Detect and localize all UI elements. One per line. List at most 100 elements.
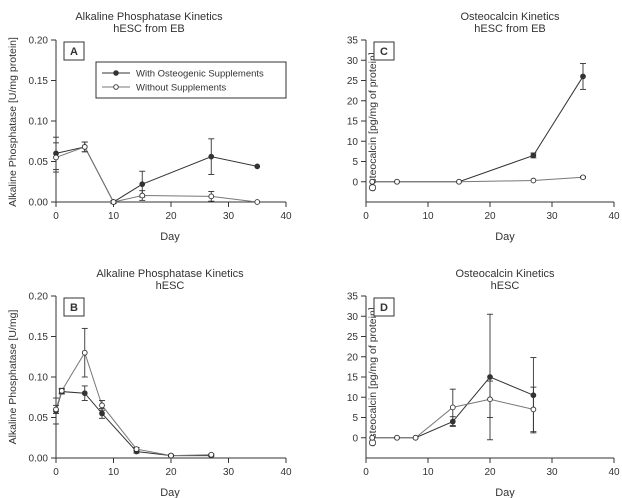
data-point (487, 396, 493, 403)
x-tick-label: 30 (223, 211, 235, 222)
data-point (530, 152, 537, 159)
data-point (139, 181, 146, 188)
y-tick-label: 0.20 (29, 36, 49, 47)
panel-label-box (63, 41, 85, 61)
x-tick-label: 10 (422, 467, 434, 478)
data-point (456, 178, 462, 185)
data-point (53, 406, 59, 413)
data-point (81, 349, 88, 356)
y-tick-label: 5 (352, 413, 358, 424)
chart-title: Alkaline Phosphatase Kinetics (96, 268, 244, 280)
data-point (58, 387, 65, 394)
y-tick-label: 25 (347, 76, 359, 87)
y-tick-label: 0.05 (29, 157, 49, 168)
y-tick-label: 0.05 (29, 413, 49, 424)
y-tick-label: 20 (347, 96, 359, 107)
series-line (55, 351, 212, 457)
data-point (208, 193, 215, 200)
y-tick-label: 20 (347, 352, 359, 363)
legend-entry: Without Supplements (136, 83, 227, 94)
legend-marker (113, 84, 119, 90)
y-tick-label: 0.15 (29, 76, 49, 87)
x-tick-label: 0 (363, 211, 369, 222)
series-line (372, 176, 584, 183)
data-point (254, 163, 261, 170)
data-point (394, 434, 400, 441)
x-tick-label: 40 (608, 211, 620, 222)
data-point (394, 178, 400, 185)
series-line (372, 76, 584, 183)
x-axis-label: Day (160, 231, 180, 243)
data-point (168, 452, 174, 459)
data-point (487, 374, 493, 380)
data-point (208, 153, 215, 160)
x-tick-label: 0 (363, 467, 369, 478)
chart-subtitle: hESC (491, 280, 520, 292)
series-line (55, 146, 258, 203)
x-tick-label: 0 (53, 467, 59, 478)
y-axis-label: Alkaline Phosphatase [U/mg] (7, 310, 19, 445)
y-tick-label: 15 (347, 117, 359, 128)
y-tick-label: 35 (347, 36, 359, 47)
legend-entry: With Osteogenic Supplements (136, 69, 264, 80)
chart-title: Alkaline Phosphatase Kinetics (75, 11, 223, 23)
x-tick-label: 30 (546, 467, 558, 478)
data-point (81, 390, 88, 397)
panel-label-box (373, 41, 395, 61)
x-tick-label: 0 (53, 211, 59, 222)
series-line (372, 398, 534, 439)
x-tick-label: 10 (108, 467, 120, 478)
data-point (110, 199, 117, 205)
x-tick-label: 40 (608, 467, 620, 478)
data-point (369, 434, 376, 441)
y-tick-label: 25 (347, 332, 359, 343)
x-tick-label: 40 (280, 211, 292, 222)
panel-label: B (70, 302, 78, 314)
x-tick-label: 20 (165, 211, 177, 222)
chart-title: Osteocalcin Kinetics (455, 268, 555, 280)
y-tick-label: 15 (347, 373, 359, 384)
data-point (412, 434, 419, 441)
panel-label: A (70, 46, 78, 58)
y-tick-label: 0.15 (29, 332, 49, 343)
y-axis-label: Osteocalcin [pg/mg of protein] (367, 52, 379, 192)
chart-subtitle: hESC (156, 280, 185, 292)
data-point (81, 144, 88, 150)
y-axis-label: Osteocalcin [pg/mg of protein] (367, 307, 379, 447)
series-line (55, 146, 258, 203)
x-axis-label: Day (495, 231, 515, 243)
data-point (53, 154, 59, 161)
chart-subtitle: hESC from EB (113, 23, 185, 35)
panel-label-box (373, 297, 395, 317)
y-tick-label: 0.20 (29, 292, 49, 303)
y-tick-label: 35 (347, 292, 359, 303)
chart-subtitle: hESC from EB (474, 23, 546, 35)
y-tick-label: 0.10 (29, 373, 49, 384)
y-axis-label: Alkaline Phosphatase [U/mg protein] (7, 37, 19, 207)
data-point (530, 177, 537, 184)
x-axis-label: Day (160, 487, 180, 498)
chart-title: Osteocalcin Kinetics (460, 11, 560, 23)
panel-label: D (380, 302, 388, 314)
data-point (254, 199, 261, 205)
x-tick-label: 20 (165, 467, 177, 478)
data-point (530, 406, 537, 413)
legend (95, 61, 287, 99)
data-point (99, 402, 105, 409)
x-tick-label: 30 (546, 211, 558, 222)
y-tick-label: 0.10 (29, 117, 49, 128)
y-tick-label: 30 (347, 56, 359, 67)
y-tick-label: 30 (347, 312, 359, 323)
data-point (133, 446, 140, 452)
x-tick-label: 20 (484, 211, 496, 222)
y-tick-label: 10 (347, 393, 359, 404)
x-tick-label: 10 (422, 211, 434, 222)
x-axis-label: Day (495, 487, 515, 498)
y-tick-label: 5 (352, 157, 358, 168)
data-point (99, 410, 105, 417)
data-point (580, 73, 586, 80)
